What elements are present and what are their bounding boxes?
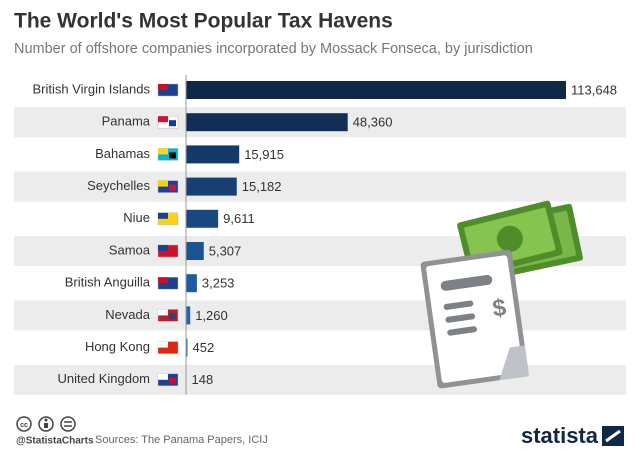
- brand-icon: [602, 426, 624, 446]
- flag: [158, 341, 168, 348]
- value-label: 452: [193, 340, 215, 355]
- bar: [186, 209, 219, 228]
- value-label: 113,648: [571, 82, 617, 97]
- value-label: 1,260: [195, 308, 228, 323]
- license-icons: cc: [16, 416, 76, 432]
- category-label: Nevada: [105, 307, 151, 322]
- flag: [169, 184, 176, 191]
- category-label: Bahamas: [95, 146, 150, 161]
- row-band: [14, 300, 626, 331]
- bar: [186, 274, 197, 293]
- category-label: Seychelles: [87, 178, 150, 193]
- category-label: Hong Kong: [85, 339, 150, 354]
- category-label: British Anguilla: [65, 275, 151, 290]
- category-label: United Kingdom: [58, 371, 151, 386]
- value-label: 148: [191, 372, 213, 387]
- flag: [158, 212, 168, 219]
- bar: [186, 145, 240, 164]
- rows: British Virgin Islands 113,648 Panama 48,36…: [14, 75, 626, 395]
- bar: [186, 113, 348, 132]
- bar: [186, 306, 191, 325]
- flag: [158, 277, 168, 284]
- row-band: [14, 171, 626, 202]
- value-label: 3,253: [202, 276, 235, 291]
- flag: [158, 84, 168, 90]
- value-label: 48,360: [353, 115, 393, 130]
- bar: [186, 177, 237, 196]
- flag: [169, 120, 176, 127]
- source: Sources: The Panama Papers, ICIJ: [95, 434, 268, 446]
- flag: [158, 373, 168, 380]
- value-label: 15,915: [244, 147, 284, 162]
- flag: [158, 245, 168, 251]
- category-label: Panama: [102, 114, 151, 129]
- svg-text:$: $: [491, 294, 509, 323]
- flag: [169, 377, 176, 384]
- flag: [158, 309, 168, 316]
- flag: [158, 148, 168, 155]
- chart-subtitle: Number of offshore companies incorporate…: [14, 41, 533, 57]
- flag: [169, 152, 176, 159]
- flag: [169, 313, 176, 320]
- credit: @StatistaCharts: [16, 436, 94, 447]
- svg-text:cc: cc: [20, 422, 28, 429]
- flag: [158, 180, 168, 187]
- chart-title: The World's Most Popular Tax Havens: [14, 10, 393, 33]
- bar: [186, 338, 188, 357]
- value-label: 9,611: [223, 211, 255, 226]
- brand-logo[interactable]: statista: [521, 423, 599, 448]
- category-label: Niue: [123, 210, 150, 225]
- illustration: $: [420, 200, 583, 389]
- category-label: British Virgin Islands: [32, 81, 150, 96]
- bar: [186, 81, 566, 99]
- bar: [186, 242, 204, 260]
- value-label: 5,307: [209, 243, 242, 258]
- value-label: 15,182: [242, 179, 282, 194]
- flag: [158, 116, 168, 123]
- category-label: Samoa: [109, 242, 151, 257]
